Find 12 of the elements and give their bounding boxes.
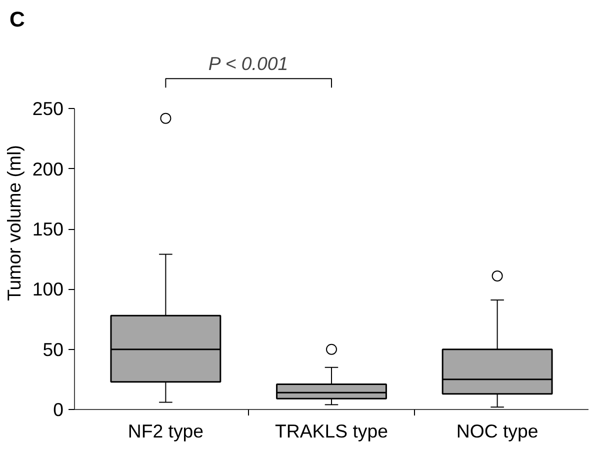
chart-title: C: [10, 8, 25, 32]
y-tick-label: 50: [42, 338, 64, 360]
y-tick-label: 100: [32, 278, 64, 300]
y-tick-label: 150: [32, 218, 64, 240]
text: P < 0.001: [208, 53, 288, 74]
x-tick-label: NOC type: [456, 420, 538, 442]
y-tick-label: 250: [32, 98, 64, 120]
y-axis-title: Tumor volume (ml): [3, 145, 24, 301]
x-tick-label: NF2 type: [128, 420, 204, 442]
x-tick-label: TRAKLS type: [274, 420, 388, 442]
y-tick-label: 0: [53, 399, 64, 420]
y-tick-label: 200: [32, 158, 64, 180]
